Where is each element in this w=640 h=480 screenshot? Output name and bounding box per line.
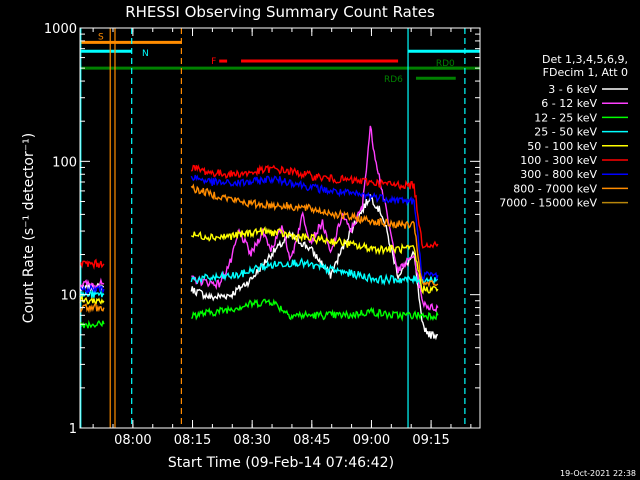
series-layer: [79, 125, 439, 341]
y-tick-label-2: 100: [52, 155, 77, 170]
series-line-6-0: [79, 284, 105, 295]
legend-label-7: 800 - 7000 keV: [513, 182, 597, 195]
series-line-7-0: [79, 302, 105, 314]
series-line-5-1: [190, 164, 439, 249]
vertical-markers: [80, 28, 466, 428]
plot-frame: [79, 27, 481, 429]
legend: Det 1,3,4,5,6,9,FDecim 1, Att 0 3 - 6 keV…: [499, 53, 628, 210]
series-line-2-1: [190, 298, 439, 322]
legend-header-0: Det 1,3,4,5,6,9,: [542, 53, 628, 66]
legend-label-4: 50 - 100 keV: [527, 140, 597, 153]
x-axis-label: Start Time (09-Feb-14 07:46:42): [168, 455, 394, 471]
x-tick-label-3: 08:45: [293, 433, 330, 448]
legend-label-3: 25 - 50 keV: [534, 126, 597, 139]
series-line-6-1: [190, 174, 439, 281]
legend-label-2: 12 - 25 keV: [534, 111, 597, 124]
series-line-4-1: [190, 225, 439, 295]
series-line-1-1: [191, 125, 439, 313]
series-line-0-1: [190, 194, 438, 341]
chart-title: RHESSI Observing Summary Count Rates: [125, 3, 435, 21]
legend-header-1: FDecim 1, Att 0: [543, 66, 628, 79]
series-line-3-1: [190, 257, 438, 286]
legend-label-1: 6 - 12 keV: [541, 97, 597, 110]
x-tick-label-2: 08:30: [233, 433, 270, 448]
x-tick-label-0: 08:00: [114, 433, 151, 448]
legend-label-8: 7000 - 15000 keV: [499, 197, 597, 210]
y-tick-label-3: 1000: [44, 22, 77, 37]
y-axis-ticks: 1 10 100 1000: [44, 22, 480, 437]
series-line-2-0: [79, 319, 105, 329]
x-tick-label-5: 09:15: [412, 433, 449, 448]
flag-label-6: RD6: [384, 75, 403, 85]
flag-label-1: N: [142, 49, 149, 59]
x-tick-label-4: 09:00: [353, 433, 390, 448]
flag-label-3: F: [211, 57, 216, 67]
y-tick-label-0: 1: [69, 422, 77, 437]
legend-label-5: 100 - 300 keV: [520, 154, 597, 167]
legend-label-0: 3 - 6 keV: [548, 83, 597, 96]
flag-label-7: RD0: [436, 59, 455, 69]
series-line-4-0: [79, 295, 105, 307]
x-axis-ticks: 08:00 08:15 08:30 08:45 09:00 09:15: [92, 28, 472, 448]
flag-bars: S N F RD6 RD0: [80, 32, 480, 85]
series-line-7-1: [190, 183, 439, 288]
series-line-1-0: [79, 277, 105, 290]
y-axis-label: Count Rate (s⁻¹ detector⁻¹): [21, 133, 37, 323]
series-line-5-0: [79, 258, 105, 270]
x-tick-label-1: 08:15: [174, 433, 211, 448]
footer-timestamp: 19-Oct-2021 22:38: [560, 469, 636, 478]
y-tick-label-1: 10: [60, 289, 77, 304]
flag-label-0: S: [98, 32, 104, 42]
legend-label-6: 300 - 800 keV: [520, 168, 597, 181]
